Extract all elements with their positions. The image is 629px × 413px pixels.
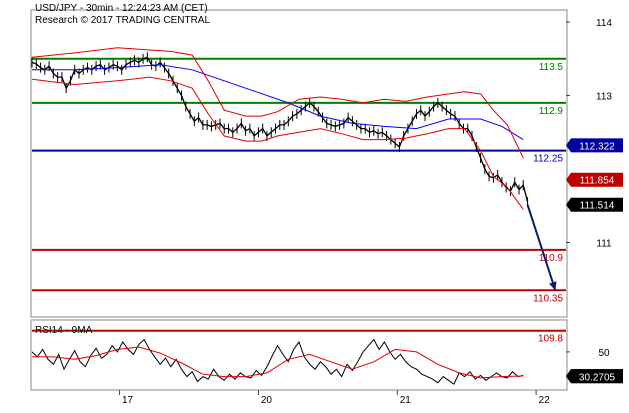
level-label-2: 112.25 bbox=[533, 154, 563, 165]
price-tag-label-1: 111.854 bbox=[580, 176, 615, 187]
rsi-tick-label-0: 50 bbox=[598, 348, 610, 359]
x-tick-label-1: 20 bbox=[261, 395, 273, 406]
level-label-0: 113.5 bbox=[539, 62, 564, 73]
rsi-tag-pointer-1 bbox=[566, 369, 571, 384]
rsi-tag-bg-1 bbox=[571, 369, 623, 384]
price-tag-pointer-0 bbox=[566, 138, 571, 153]
chart-copyright: Research © 2017 TRADING CENTRAL bbox=[35, 15, 211, 26]
y-tick-label-1: 113 bbox=[596, 92, 612, 103]
y-tick-label-2: 111 bbox=[596, 239, 612, 250]
rsi-line-0 bbox=[31, 338, 524, 385]
level-label-4: 110.35 bbox=[533, 293, 563, 304]
rsi-line-1 bbox=[32, 346, 524, 379]
series-line-1 bbox=[32, 64, 524, 141]
chart-title: USD/JPY - 30min - 12:24:23 AM (CET) bbox=[35, 3, 208, 14]
forecast-arrow-line bbox=[526, 204, 557, 291]
support-resistance-levels: 113.5 112.9 112.25 110.9 110.35 109.8 bbox=[32, 57, 566, 345]
series-line-0 bbox=[31, 56, 529, 203]
price-tag-pointer-2 bbox=[566, 197, 571, 212]
forecast-arrow-head bbox=[549, 281, 557, 291]
series-line-3 bbox=[31, 76, 524, 210]
rsi-series bbox=[31, 338, 524, 385]
rsi-tag-label-1: 30.2705 bbox=[579, 372, 616, 383]
series-line-2 bbox=[31, 47, 524, 159]
x-tick-label-2: 21 bbox=[400, 395, 412, 406]
price-tag-label-0: 112.322 bbox=[579, 141, 615, 152]
level-label-5: 109.8 bbox=[538, 334, 563, 345]
x-tick-label-0: 17 bbox=[122, 395, 134, 406]
price-tag-bg-1 bbox=[571, 172, 623, 187]
y-tick-label-0: 114 bbox=[596, 18, 612, 29]
price-tag-label-2: 111.514 bbox=[580, 201, 615, 212]
price-series bbox=[31, 47, 529, 210]
price-tag-pointer-1 bbox=[566, 172, 571, 187]
price-tag-bg-0 bbox=[571, 138, 623, 153]
price-tag-bg-2 bbox=[571, 197, 623, 212]
level-label-1: 112.9 bbox=[539, 106, 564, 117]
level-label-3: 110.9 bbox=[539, 253, 564, 264]
x-tick-label-3: 22 bbox=[539, 395, 551, 406]
main-plot-frame bbox=[30, 9, 568, 318]
time-axis: 17 20 21 22 bbox=[119, 390, 551, 406]
price-axis: 114 113 111 50 bbox=[566, 18, 612, 359]
forecast-arrow bbox=[526, 204, 557, 291]
rsi-title: RSI14 - 9MA bbox=[35, 325, 93, 336]
